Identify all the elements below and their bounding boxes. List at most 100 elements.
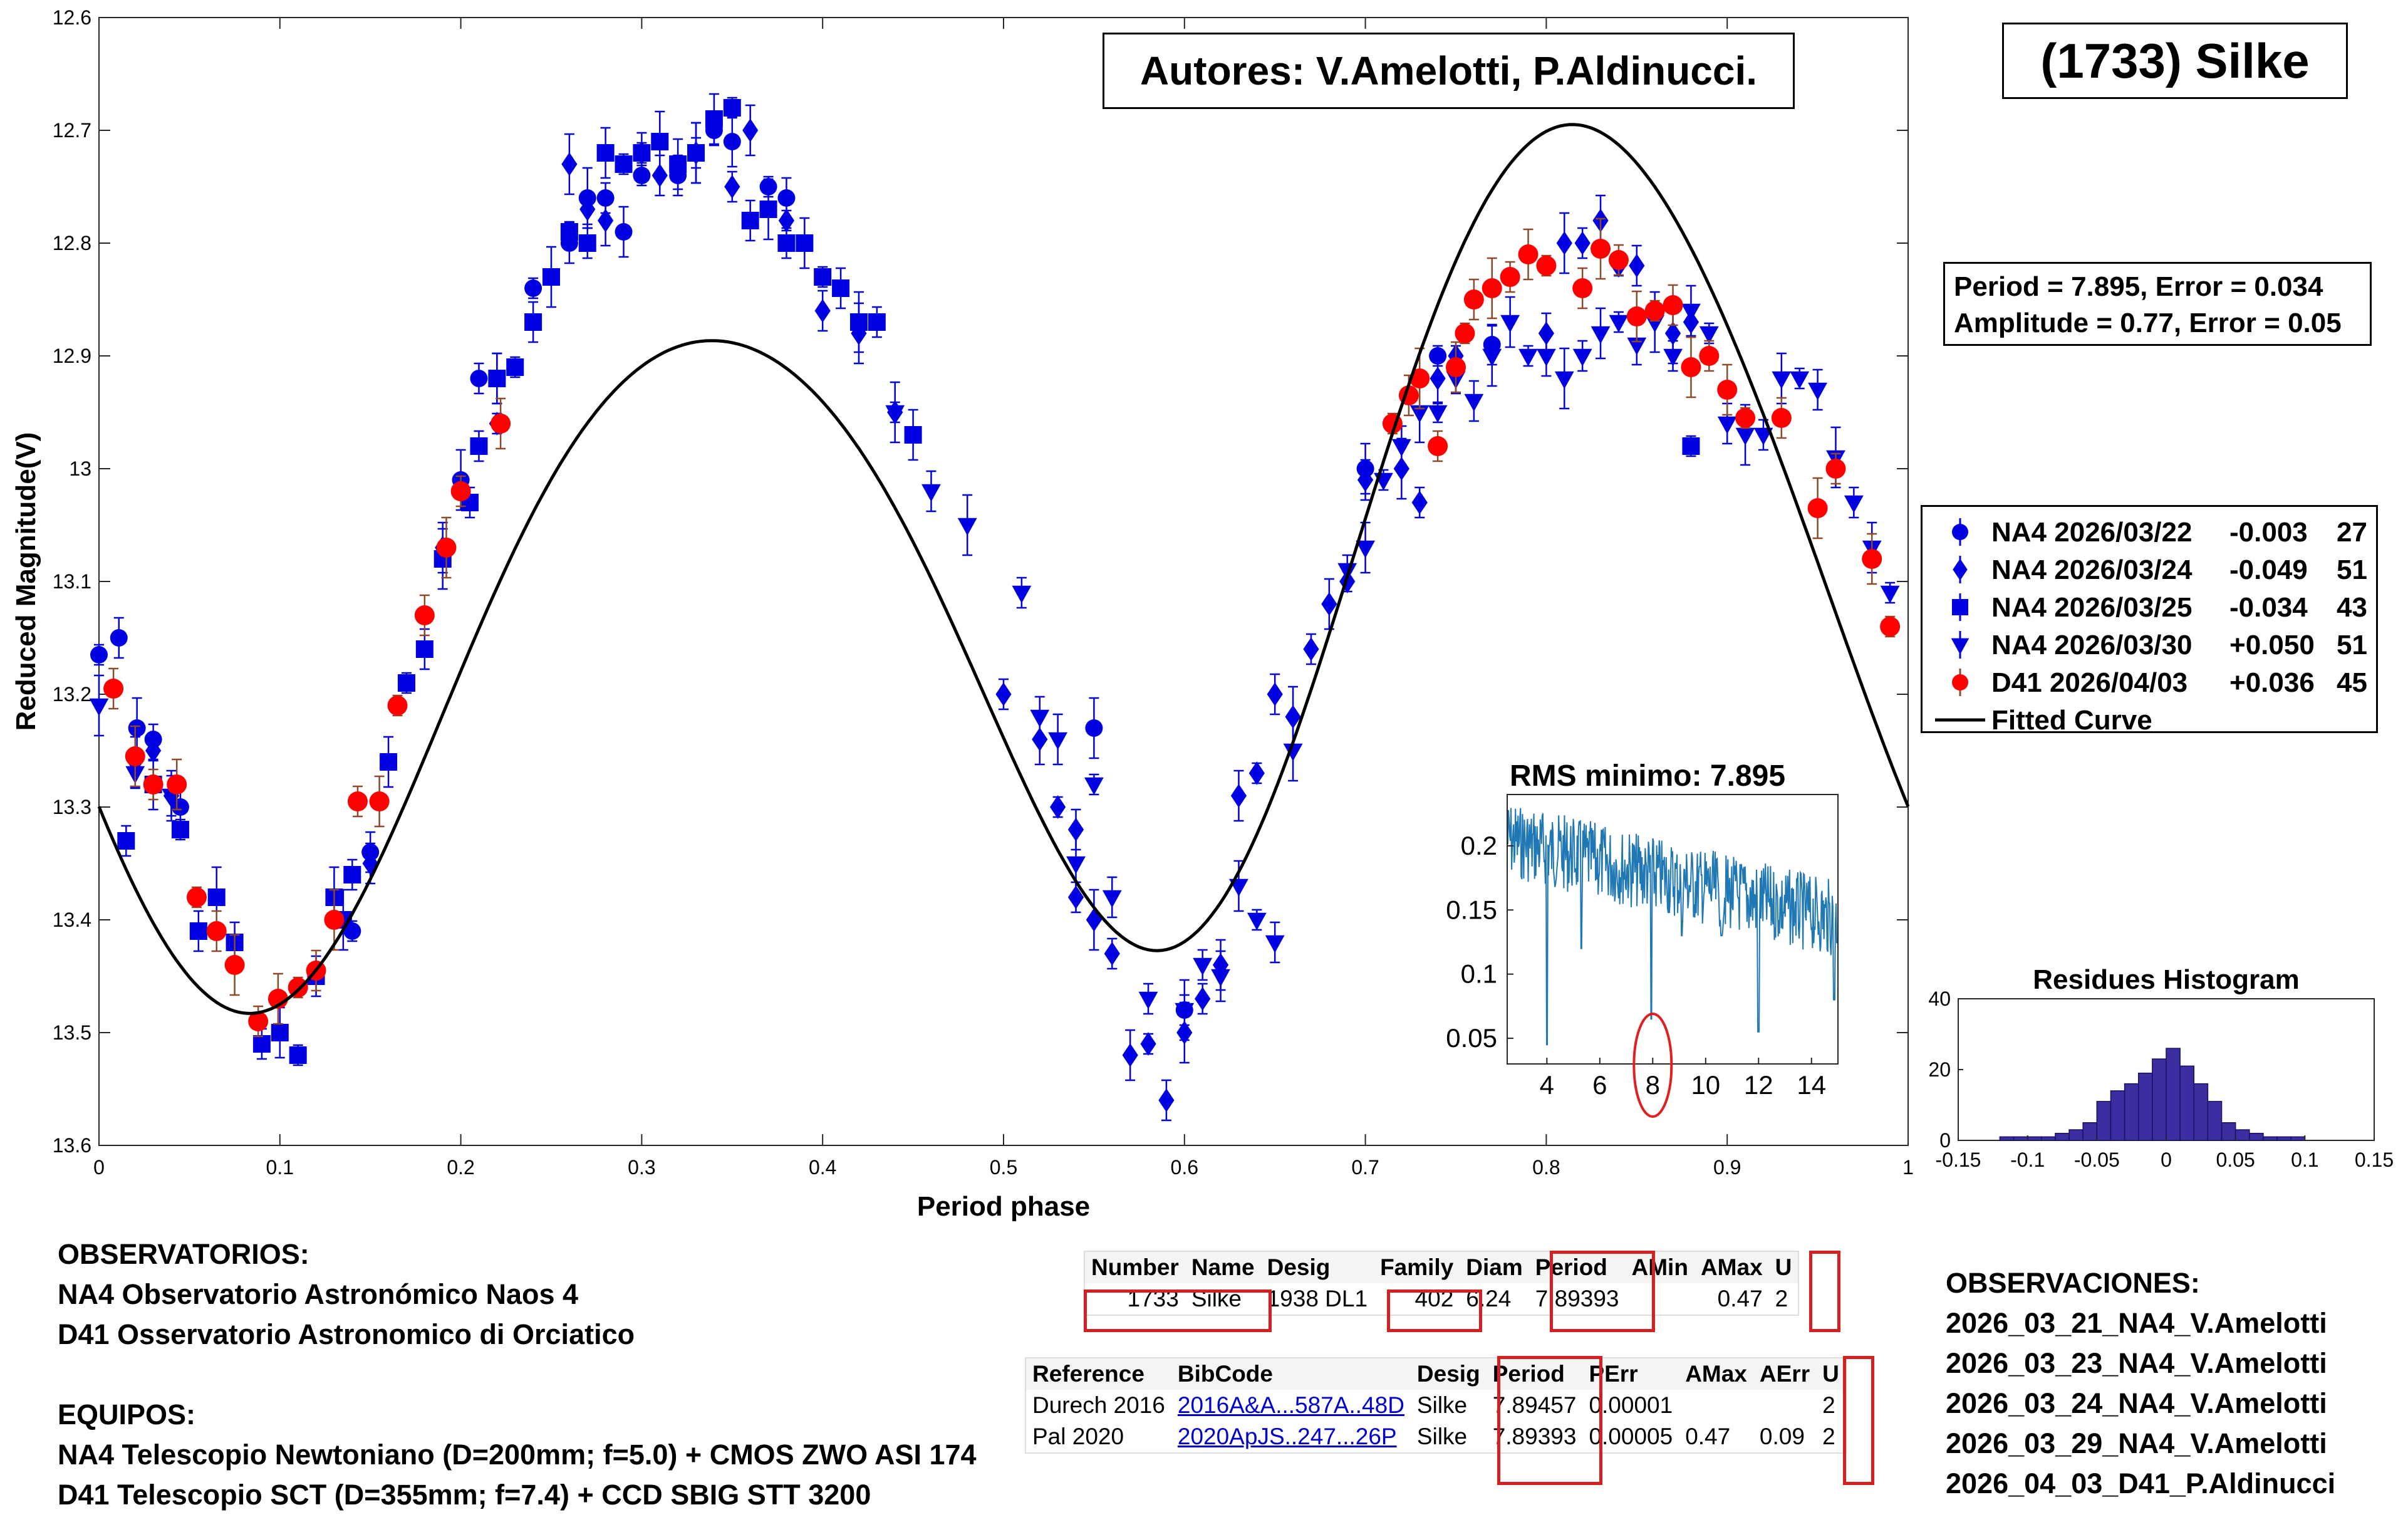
legend-symbol [1951,638,1969,655]
rms-periodogram-inset: 4 6 8 10 12 14 0.2 0.15 0.1 0.05 RMS minimo: 7.895 [1438,739,1848,1118]
data-point [1518,348,1538,367]
data-point [1357,468,1374,492]
hist-bar [2041,1136,2056,1141]
y-tick-label: 12.6 [53,6,91,29]
y-tick-label: 13.2 [53,683,91,706]
hist-bar [2179,1065,2195,1141]
observatorios-title: OBSERVATORIOS: [58,1238,309,1270]
hist-x-tick-label: -0.15 [1936,1149,1981,1171]
y-tick-label: 12.7 [53,119,91,142]
legend-count: 43 [2337,592,2367,623]
asteroid-info-table: Number Name Desig Family Diam Period AMi… [1084,1251,1800,1316]
data-point [343,866,361,883]
data-point [651,164,668,187]
legend-label: NA4 2026/03/22 [1991,517,2193,548]
hist-bar [2276,1136,2291,1141]
data-point [1537,348,1556,367]
data-point [561,152,578,176]
y-tick-label: 13.4 [53,909,91,931]
hist-bar [2110,1090,2125,1141]
data-point [271,1024,289,1041]
data-point [1556,231,1572,255]
data-point [1735,408,1756,428]
data-point [1140,1032,1156,1056]
cell: 2 [1816,1390,1846,1421]
legend-entry: D41 2026/04/03 +0.036 45 [1923,664,2376,701]
data-point [814,299,831,323]
data-point [1717,380,1738,400]
data-point [742,118,759,142]
col-header: Period [1486,1358,1583,1390]
x-tick-label: 0.7 [1351,1156,1379,1179]
data-point [1409,405,1430,423]
data-point [1608,250,1629,270]
bibcode-link[interactable]: 2016A&A...587A..48D [1171,1390,1411,1421]
hist-bar [2013,1136,2028,1141]
data-point [1067,885,1084,909]
observacion-line: 2026_03_23_NA4_V.Amelotti [1946,1347,2327,1379]
data-point [117,832,135,850]
data-point [206,921,227,941]
data-point [1122,1043,1138,1067]
x-axis-label: Period phase [917,1191,1090,1222]
data-point [1790,371,1810,389]
cell: 0.00001 [1582,1390,1679,1421]
bibcode-link[interactable]: 2020ApJS..247...26P [1171,1421,1411,1453]
data-point [1681,357,1701,377]
data-point [1518,244,1539,264]
data-point [1303,637,1319,661]
data-point [615,223,633,241]
hist-bar [2096,1101,2112,1141]
hist-bar [2027,1136,2042,1141]
y-tick-label: 13.6 [53,1134,91,1157]
rms-x-tick-label: 6 [1592,1070,1607,1100]
data-point [1644,301,1665,321]
data-point [904,426,922,444]
data-point [189,922,207,940]
col-header: BibCode [1171,1358,1411,1390]
table-row: Pal 2020 2020ApJS..247...26P Silke 7.893… [1025,1421,1846,1453]
data-point [1012,585,1032,603]
data-point [1591,239,1611,259]
data-point [1699,326,1719,344]
data-point [578,234,596,252]
amplitude-line: Amplitude = 0.77, Error = 0.05 [1954,308,2342,338]
data-point [1030,709,1050,727]
cell: 7.89393 [1486,1421,1583,1453]
data-point [524,313,542,331]
col-header: Desig [1260,1251,1374,1283]
hist-bar [2221,1122,2236,1141]
hist-bar [1999,1136,2015,1141]
data-point [470,437,488,455]
x-tick-label: 0 [93,1156,105,1179]
x-tick-label: 1 [1902,1156,1914,1179]
data-point [90,646,108,664]
rms-title: RMS minimo: 7.895 [1510,759,1785,793]
cell: 2 [1816,1421,1846,1453]
observacion-line: 2026_03_21_NA4_V.Amelotti [1946,1307,2327,1339]
data-point [1455,323,1475,343]
data-point [1430,367,1446,390]
data-point [1084,777,1104,795]
object-name-box: (1733) Silke [2002,23,2348,99]
fitted-curve [97,123,1910,1015]
rms-y-tick-label: 0.2 [1461,831,1497,860]
data-point [1267,682,1283,706]
y-tick-label: 13 [69,457,91,480]
cell: 0.09 [1753,1421,1817,1453]
object-name: (1733) Silke [2040,33,2310,88]
data-point [995,682,1012,706]
data-point [777,234,796,252]
rms-curve [1507,808,1839,1046]
cell: 1938 DL1 [1260,1283,1374,1315]
authors-text: Autores: V.Amelotti, P.Aldinucci. [1139,48,1758,93]
data-point [143,774,163,795]
cell: 0.00005 [1582,1421,1679,1453]
cell: 2 [1768,1283,1799,1315]
data-point [450,481,471,501]
hist-y-tick-label: 40 [1928,987,1951,1010]
data-point [885,405,905,423]
data-point [633,144,651,162]
lightcurve-plot: 0 0.1 0.2 0.3 0.4 0.5 0.6 0.7 0.8 0.9 1 12.6 12.7 12.… [11,6,1914,1222]
observatorio-line: D41 Osservatorio Astronomico di Orciatic… [58,1318,635,1350]
